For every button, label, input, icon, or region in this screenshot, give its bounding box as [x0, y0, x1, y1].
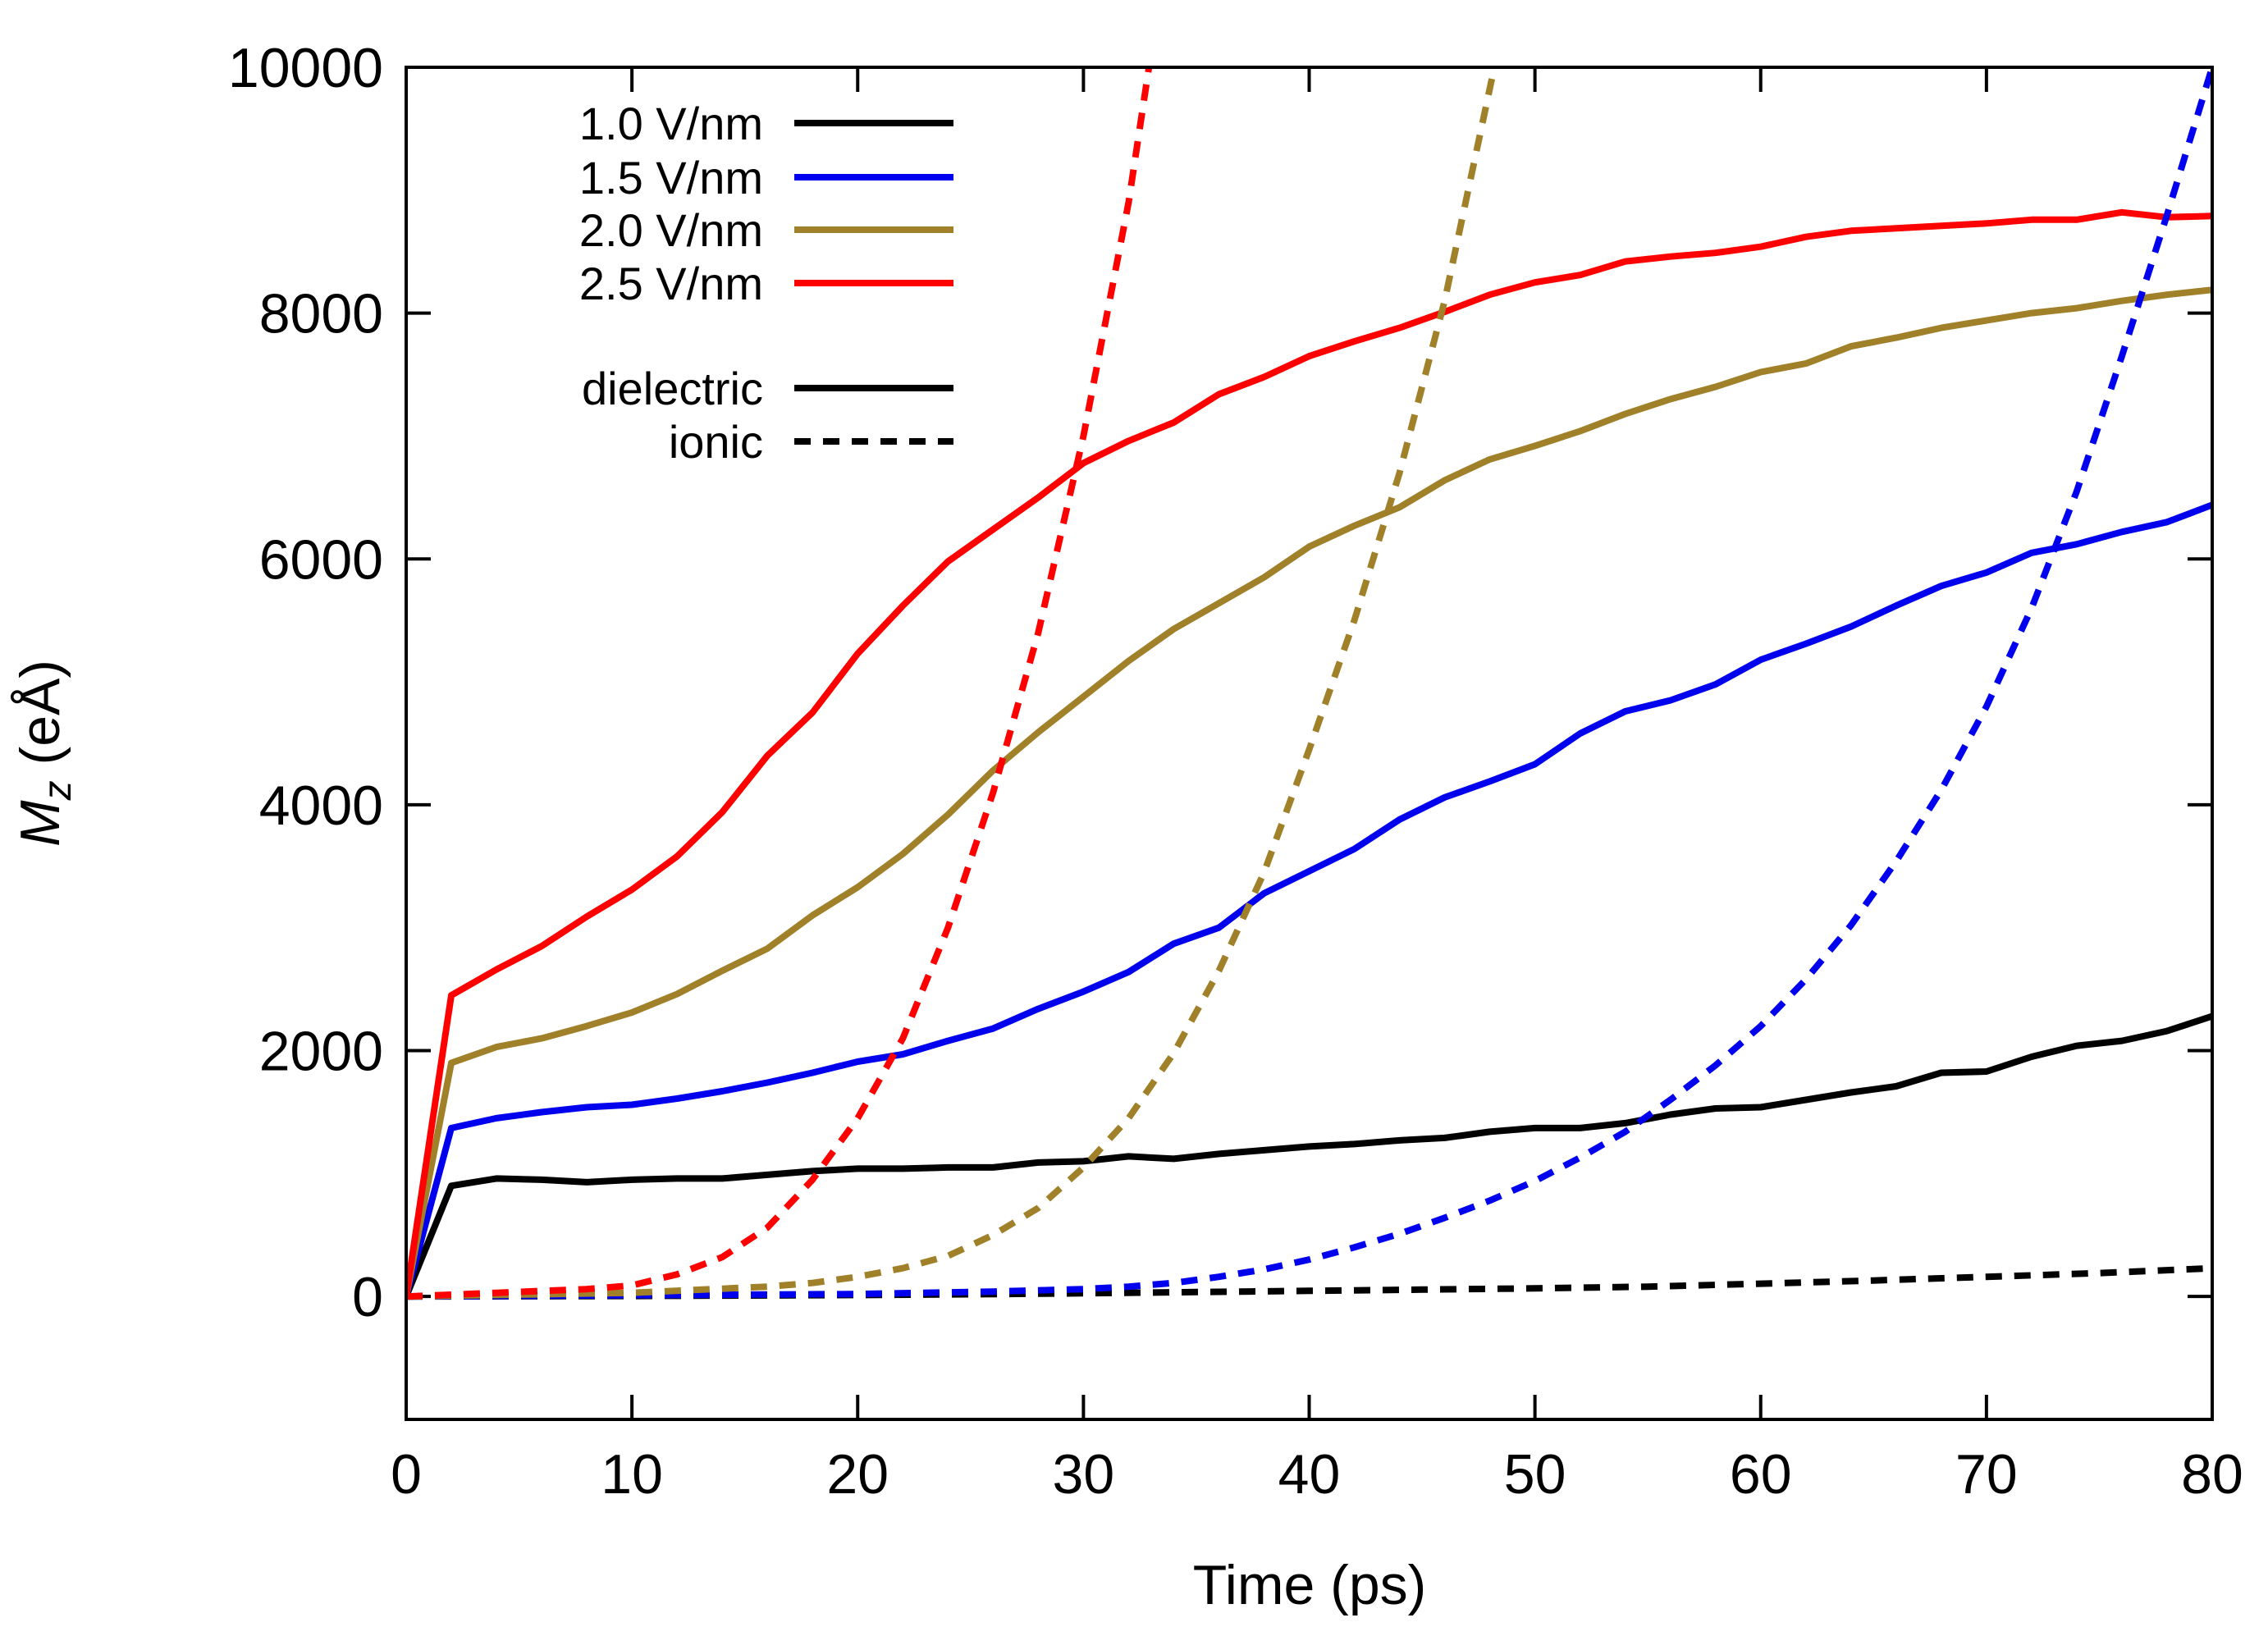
- legend-label-2-0: 2.0 V/nm: [579, 204, 763, 256]
- series-line-2-5-v-nmionic: [406, 67, 1153, 1300]
- plot-frame: [405, 66, 2214, 1421]
- legend-label-dielectric: dielectric: [582, 363, 763, 414]
- y-tick-label: 2000: [259, 1021, 383, 1083]
- x-tick-label: 50: [1504, 1443, 1566, 1506]
- legend-label-2-5: 2.5 V/nm: [579, 258, 763, 309]
- series-line-2-0-v-nmionic: [406, 67, 1498, 1300]
- x-tick-label: 10: [601, 1443, 663, 1506]
- y-tick-label: 6000: [259, 528, 383, 591]
- plot-series: [406, 67, 2212, 1300]
- legend: 1.0 V/nm 1.5 V/nm 2.0 V/nm 2.5 V/nm diel…: [579, 98, 953, 468]
- y-axis-title-unit: (eÅ): [9, 660, 71, 780]
- legend-label-1-5: 1.5 V/nm: [579, 152, 763, 203]
- x-tick-label: 20: [826, 1443, 889, 1506]
- y-tick-label: 0: [352, 1266, 383, 1328]
- series-group: [406, 67, 2212, 1300]
- x-tick-label: 40: [1278, 1443, 1341, 1506]
- series-line-1-5-v-nmdielectric: [406, 501, 2212, 1298]
- legend-label-ionic: ionic: [669, 416, 763, 468]
- axis-ticks: 0 10 20 30 40 50 60 70 80 0 2000 4000 6000 8000 10000: [228, 37, 2243, 1506]
- x-tick-label: 80: [2181, 1443, 2243, 1506]
- series-line-2-5-v-nmdielectric: [406, 208, 2212, 1297]
- x-tick-label: 60: [1730, 1443, 1792, 1506]
- x-tick-label: 0: [391, 1443, 422, 1506]
- x-axis-title: Time (ps): [1193, 1554, 1427, 1616]
- y-tick-label: 10000: [228, 37, 383, 99]
- y-tick-label: 8000: [259, 283, 383, 345]
- x-tick-label: 30: [1053, 1443, 1115, 1506]
- x-tick-label: 70: [1955, 1443, 2018, 1506]
- y-axis-title-main: M: [9, 800, 71, 847]
- legend-label-1-0: 1.0 V/nm: [579, 98, 763, 149]
- series-line-2-0-v-nmdielectric: [406, 286, 2212, 1297]
- y-axis-title: Mz (eÅ): [9, 660, 80, 847]
- y-axis-title-subscript: z: [36, 780, 80, 801]
- series-line-1-0-v-nmdielectric: [406, 1012, 2212, 1298]
- y-tick-label: 4000: [259, 775, 383, 837]
